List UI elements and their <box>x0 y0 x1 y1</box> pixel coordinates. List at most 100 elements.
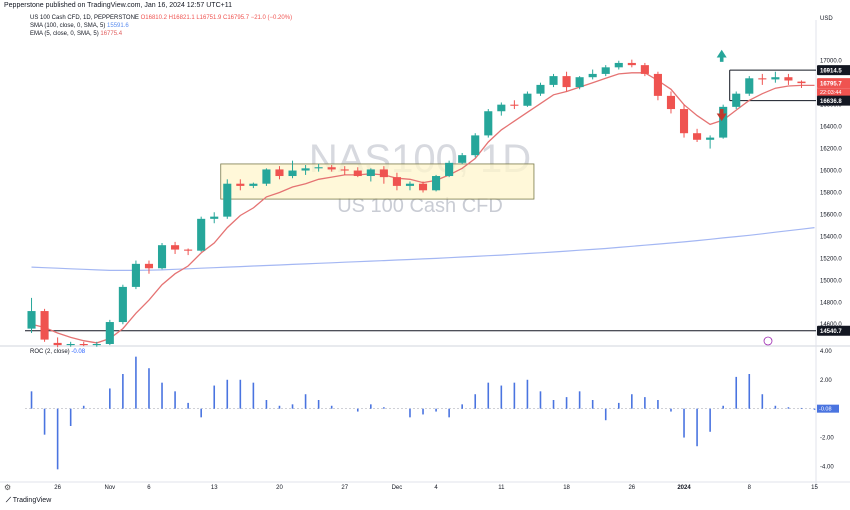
time-tick-label: 11 <box>498 485 505 491</box>
candle-body <box>223 183 232 217</box>
candle-body <box>432 176 441 191</box>
price-tick-label: 14600.0 <box>820 322 842 328</box>
price-label-text: 16636.8 <box>820 99 842 105</box>
legend-ema-value: 16775.4 <box>100 31 123 37</box>
candle-body <box>758 78 767 80</box>
legend-ohlc: O16810.2 H16821.1 L16751.9 C16795.7 −21.… <box>140 15 293 21</box>
gear-icon[interactable]: ⚙ <box>4 483 12 492</box>
candle-body <box>614 62 623 68</box>
candle-body <box>366 169 375 177</box>
candle-body <box>745 78 754 94</box>
arrow-down-icon <box>716 113 727 122</box>
time-tick-label: 2024 <box>677 485 691 491</box>
candle-body <box>627 62 636 66</box>
candle-body <box>588 73 597 78</box>
candle-body <box>679 109 689 134</box>
arrow-up-stem <box>719 57 724 62</box>
time-tick-label: 20 <box>276 485 283 491</box>
candle-body <box>706 137 715 140</box>
time-tick-label: 6 <box>147 485 151 491</box>
candle-body <box>471 135 480 156</box>
price-label-text: 16914.5 <box>820 69 842 75</box>
price-label-badge <box>817 325 850 336</box>
candle-body <box>771 77 780 80</box>
price-tick-label: 16600.0 <box>820 103 842 109</box>
arrow-down-stem <box>719 109 724 114</box>
time-tick-label: 4 <box>434 485 438 491</box>
roc-last-badge <box>817 404 839 413</box>
price-tick-label: 15400.0 <box>820 234 842 240</box>
candle-body <box>392 177 401 186</box>
candle-body <box>719 106 728 138</box>
candle-body <box>144 263 154 269</box>
candle-body <box>418 183 428 191</box>
candle-body <box>484 111 493 136</box>
tv-mark-icon: ⟋ <box>6 497 11 504</box>
price-tick-label: 16200.0 <box>820 147 842 153</box>
publisher-header: Pepperstone published on TradingView.com… <box>4 2 232 9</box>
price-label-text: 16795.7 <box>820 82 842 88</box>
candle-body <box>66 344 75 346</box>
legend-sma-value: 15591.6 <box>107 23 129 29</box>
time-tick-label: 26 <box>54 485 61 491</box>
candle-body <box>27 311 36 329</box>
candle-body <box>601 67 610 74</box>
price-tick-label: 16000.0 <box>820 169 842 175</box>
price-tick-label: 15200.0 <box>820 256 842 262</box>
candle-body <box>340 169 349 171</box>
candle-body <box>640 65 649 74</box>
time-tick-label: Nov <box>104 485 115 491</box>
candle-body <box>732 93 741 107</box>
legend-symbol: US 100 Cash CFD, 1D, PEPPERSTONE <box>30 15 139 21</box>
candle-body <box>314 167 323 169</box>
roc-tick-label: -2.00 <box>820 436 834 442</box>
candle-body <box>784 77 793 81</box>
price-label-badge <box>817 95 850 106</box>
candle-body <box>797 81 806 84</box>
candle-body <box>301 168 310 171</box>
tradingview-logo: ⟋ TradingView <box>6 497 51 505</box>
arrow-up-icon <box>716 49 727 58</box>
roc-tick-label: -4.00 <box>820 464 834 470</box>
candle-body <box>210 216 219 219</box>
candle-body <box>497 104 506 112</box>
price-tick-label: 17000.0 <box>820 59 842 65</box>
chart-legend: US 100 Cash CFD, 1D, PEPPERSTONE O16810.… <box>30 14 292 38</box>
candle-body <box>379 169 388 178</box>
candle-body <box>79 344 88 346</box>
candle-body <box>236 183 245 186</box>
roc-value: -0.08 <box>71 349 86 355</box>
roc-tick-label: 2.00 <box>820 378 832 384</box>
candle-body <box>666 95 676 110</box>
price-tick-label: 15800.0 <box>820 190 842 196</box>
candle-body <box>458 155 467 163</box>
candle-body <box>653 73 662 96</box>
time-tick-label: 27 <box>341 485 348 491</box>
price-label-badge <box>817 78 850 89</box>
price-label-text: 14540.7 <box>820 329 842 335</box>
roc-legend: ROC (2, close) -0.08 <box>30 349 85 355</box>
candle-body <box>327 167 336 170</box>
candle-body <box>92 344 101 346</box>
tradingview-brand: TradingView <box>12 497 52 504</box>
legend-ema-title: EMA (5, close, 0, SMA, 5) <box>30 31 99 37</box>
candle-body <box>105 322 114 344</box>
price-tick-label: 15600.0 <box>820 212 842 218</box>
time-tick-label: Dec <box>392 485 403 491</box>
time-tick-label: 13 <box>211 485 218 491</box>
sma-100-line <box>31 227 815 271</box>
candle-body <box>131 263 140 287</box>
candle-body <box>262 169 271 184</box>
price-tick-label: 15000.0 <box>820 278 842 284</box>
countdown-badge <box>817 88 850 97</box>
candle-body <box>523 93 532 106</box>
range-box <box>220 163 535 200</box>
candle-body <box>40 311 49 340</box>
candle-body <box>288 170 297 177</box>
time-tick-label: 26 <box>628 485 635 491</box>
candle-body <box>118 286 127 323</box>
candle-body <box>510 104 519 106</box>
candle-body <box>549 76 558 85</box>
time-tick-label: 18 <box>563 485 570 491</box>
